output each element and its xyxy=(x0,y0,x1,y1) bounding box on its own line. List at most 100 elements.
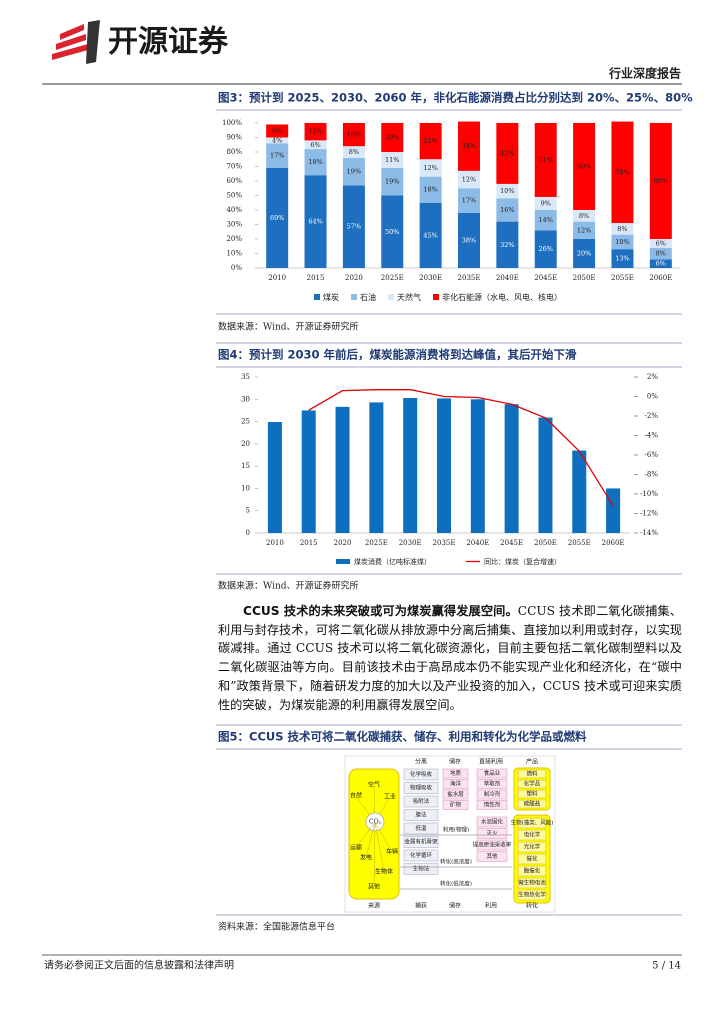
legend-swatch xyxy=(433,294,439,300)
storage-item-box xyxy=(442,800,469,810)
separation-item-box xyxy=(403,768,439,781)
utilization-item: 提高原油采收率 xyxy=(473,841,512,849)
separation-item: 吸附法 xyxy=(413,797,430,805)
bar-segment xyxy=(419,202,442,268)
y2-tick-label: 0% xyxy=(647,393,658,401)
product-item-box xyxy=(517,779,547,789)
utilization-item: 灭火 xyxy=(486,830,498,837)
source-item: 空气 xyxy=(368,781,380,789)
data-label: 14% xyxy=(539,216,553,224)
bar-segment xyxy=(649,247,672,260)
y-tick-label: 20 xyxy=(241,440,250,448)
data-label: 8% xyxy=(349,148,359,156)
data-label: 25% xyxy=(423,137,437,145)
data-label: 8% xyxy=(579,212,589,220)
separation-item-box xyxy=(403,849,439,862)
bar-segment xyxy=(458,121,480,171)
x-tick-label: 2035E xyxy=(458,274,481,282)
flow-label: 转化(高浓度) xyxy=(440,858,472,866)
data-label: 64% xyxy=(308,218,322,226)
column-heading: 直接利用 xyxy=(479,758,503,766)
source-ray xyxy=(355,821,376,849)
footer-disclaimer: 请务必参阅正文后面的信息披露和法律声明 xyxy=(44,959,234,972)
bar xyxy=(267,422,282,533)
bar-segment xyxy=(266,124,289,138)
product-item: 化学品 xyxy=(524,780,541,788)
separation-item-box xyxy=(403,836,439,848)
source-ray xyxy=(365,821,376,859)
bar-segment xyxy=(342,123,365,147)
legend-swatch xyxy=(314,294,320,300)
stage-label: 转化 xyxy=(526,902,538,910)
y-tick-label: 10% xyxy=(226,250,242,258)
data-label: 60% xyxy=(577,163,591,171)
x-tick-label: 2055E xyxy=(568,539,591,547)
storage-item: 地质 xyxy=(450,769,462,777)
bar-segment xyxy=(381,123,404,152)
data-label: 6% xyxy=(656,260,666,268)
bar-segment xyxy=(381,195,404,268)
direct-use-item: 食品业 xyxy=(484,769,501,777)
data-label: 16% xyxy=(347,131,361,139)
y-tick-label: 80% xyxy=(226,148,242,156)
x-tick-label: 2010 xyxy=(266,539,284,547)
data-label: 13% xyxy=(615,255,629,263)
source-item: 发电 xyxy=(360,854,372,862)
figure-source: 数据来源：Wind、开源证券研究所 xyxy=(218,580,359,592)
product-item-box xyxy=(517,889,547,901)
y2-tick-label: -4% xyxy=(645,432,659,440)
legend-label: 非化石能源（水电、风电、核电） xyxy=(442,292,562,302)
source-item: CO₂ xyxy=(369,819,382,826)
product-item-box xyxy=(517,853,547,865)
product-box xyxy=(513,767,551,811)
stage-label: 捕获 xyxy=(415,902,427,910)
product-item: 电化学 xyxy=(524,831,541,839)
separation-item: 生物法 xyxy=(413,865,430,873)
y-tick-label: 30% xyxy=(226,221,242,229)
source-item: 车辆 xyxy=(386,848,398,856)
x-tick-label: 2025E xyxy=(365,539,388,547)
data-label: 51% xyxy=(539,156,553,164)
x-tick-label: 2045E xyxy=(534,274,557,282)
x-tick-label: 2030E xyxy=(399,539,422,547)
y2-tick-label: -14% xyxy=(640,529,658,537)
data-label: 12% xyxy=(577,226,591,234)
storage-item-box xyxy=(442,789,469,800)
source-item: 其他 xyxy=(368,883,380,891)
column-heading: 分离 xyxy=(415,758,427,766)
y-tick-label: 20% xyxy=(226,235,242,243)
stage-label: 来源 xyxy=(368,902,380,910)
product-item-box xyxy=(517,799,547,809)
bar-segment xyxy=(611,223,634,235)
y-tick-label: 10 xyxy=(241,484,250,492)
figure-title: 图3：预计到 2025、2030、2060 年，非化石能源消费占比分别达到 20… xyxy=(218,91,693,105)
data-label: 10% xyxy=(500,187,514,195)
bar-segment xyxy=(649,259,672,268)
direct-use-item-box xyxy=(476,800,508,810)
separation-item-box xyxy=(403,822,439,835)
bar-segment xyxy=(496,198,519,222)
y-tick-label: 0 xyxy=(246,529,250,537)
source-ray xyxy=(374,821,393,853)
storage-item: 矿物 xyxy=(450,801,462,809)
bar-segment xyxy=(342,157,365,186)
data-label: 6% xyxy=(310,141,320,149)
separation-item: 物理吸收 xyxy=(410,784,433,792)
bar-segment xyxy=(342,146,365,158)
data-label: 17% xyxy=(270,152,284,160)
legend-swatch xyxy=(336,559,350,564)
bar-segment xyxy=(458,212,480,268)
source-ray xyxy=(374,821,385,873)
data-label: 12% xyxy=(308,128,322,136)
data-label: 17% xyxy=(462,197,476,205)
bar-segment xyxy=(534,210,557,231)
y-tick-label: 0% xyxy=(231,264,242,272)
y2-tick-label: -2% xyxy=(645,412,659,420)
y2-tick-label: -6% xyxy=(645,451,659,459)
bar-segment xyxy=(381,152,404,168)
data-label: 57% xyxy=(347,223,361,231)
bar xyxy=(538,417,553,533)
data-label: 32% xyxy=(500,241,514,249)
bar-segment xyxy=(266,143,289,168)
